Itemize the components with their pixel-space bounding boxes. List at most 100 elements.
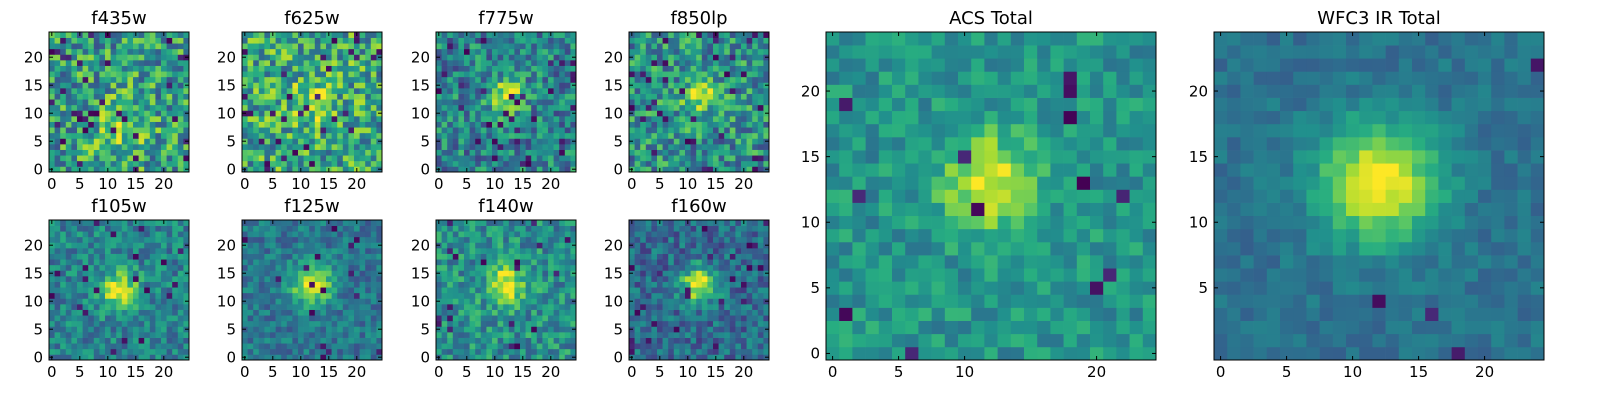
heatmap-cell — [735, 110, 742, 117]
heatmap-cell — [314, 348, 321, 355]
heatmap-cell — [149, 116, 156, 122]
heatmap-cell — [105, 276, 111, 282]
heatmap-cell — [172, 48, 179, 55]
heatmap-cell — [54, 121, 61, 128]
heatmap-cell — [452, 315, 459, 322]
heatmap-cell — [49, 264, 55, 271]
heatmap-cell — [144, 320, 151, 327]
heatmap-cell — [88, 292, 95, 299]
heatmap-cell — [247, 231, 254, 238]
heatmap-cell — [127, 292, 134, 299]
heatmap-cell — [71, 298, 78, 305]
heatmap-cell — [258, 253, 265, 260]
heatmap-cell — [177, 242, 184, 249]
heatmap-cell — [354, 309, 360, 316]
heatmap-cell — [264, 82, 271, 89]
heatmap-cell — [331, 354, 338, 361]
heatmap-cell — [713, 37, 719, 44]
heatmap-cell — [763, 76, 770, 83]
heatmap-cell — [314, 149, 321, 156]
heatmap-cell — [365, 127, 372, 134]
heatmap-cell — [640, 138, 647, 145]
heatmap-cell — [503, 281, 510, 288]
heatmap-cell — [536, 292, 543, 299]
heatmap-cell — [298, 326, 304, 333]
heatmap-cell — [645, 348, 652, 355]
heatmap-cell — [337, 160, 344, 167]
heatmap-cell — [172, 264, 179, 271]
heatmap-cell — [564, 110, 571, 117]
heatmap-cell — [548, 54, 554, 61]
heatmap-cell — [133, 149, 139, 156]
heatmap-cell — [359, 315, 366, 322]
heatmap-cell — [480, 155, 487, 162]
heatmap-cell — [320, 166, 327, 173]
heatmap-cell — [99, 110, 106, 117]
heatmap-cell — [536, 71, 543, 78]
heatmap-cell — [242, 43, 248, 50]
heatmap-cell — [570, 132, 577, 139]
heatmap-cell — [651, 343, 658, 350]
heatmap-cell — [436, 116, 442, 122]
heatmap-cell — [713, 138, 719, 145]
heatmap-cell — [668, 326, 675, 333]
heatmap-cell — [71, 343, 78, 350]
heatmap-cell — [696, 127, 703, 134]
heatmap-cell — [270, 276, 276, 282]
heatmap-cell — [183, 48, 190, 55]
heatmap-cell — [746, 65, 753, 72]
heatmap-cell — [718, 298, 725, 305]
heatmap-cell — [701, 82, 708, 89]
heatmap-cell — [99, 242, 106, 249]
heatmap-cell — [116, 149, 123, 156]
heatmap-cell — [441, 287, 448, 294]
heatmap-cell — [354, 65, 360, 72]
heatmap-cell — [701, 93, 708, 100]
heatmap-cell — [701, 304, 708, 310]
heatmap-cell — [303, 337, 310, 344]
heatmap-cell — [564, 287, 571, 294]
heatmap-cell — [536, 149, 543, 156]
heatmap-cell — [542, 155, 549, 162]
heatmap-cell — [275, 99, 282, 106]
heatmap-cell — [503, 292, 510, 299]
heatmap-cell — [752, 121, 759, 128]
heatmap-cell — [531, 166, 538, 173]
heatmap-cell — [536, 248, 543, 254]
heatmap-cell — [354, 160, 360, 167]
heatmap-cell — [469, 354, 476, 361]
heatmap-cell — [247, 48, 254, 55]
heatmap-cell — [331, 231, 338, 238]
heatmap-cell — [88, 166, 95, 173]
y-tick-label: 15 — [217, 264, 236, 282]
heatmap-cell — [116, 166, 123, 173]
heatmap-cell — [447, 99, 454, 106]
heatmap-cell — [348, 304, 355, 310]
heatmap-cell — [326, 110, 332, 117]
heatmap-cell — [707, 82, 714, 89]
heatmap-cell — [133, 253, 139, 260]
heatmap-cell — [497, 88, 504, 94]
heatmap-cell — [270, 225, 276, 232]
heatmap-cell — [475, 48, 482, 55]
heatmap-cell — [121, 242, 128, 249]
heatmap-cell — [342, 144, 349, 150]
y-tick-label: 15 — [217, 76, 236, 94]
heatmap-cell — [701, 127, 708, 134]
heatmap-cell — [93, 276, 100, 282]
heatmap-cell — [525, 116, 532, 122]
panel-title: f435w — [91, 8, 146, 29]
heatmap-cell — [662, 337, 669, 344]
heatmap-cell — [314, 264, 321, 271]
heatmap-cell — [331, 242, 338, 249]
heatmap-cell — [679, 309, 686, 316]
heatmap-cell — [679, 110, 686, 117]
heatmap-cell — [376, 160, 383, 167]
heatmap-cell — [121, 253, 128, 260]
heatmap-cell — [525, 166, 532, 173]
heatmap-cell — [253, 127, 260, 134]
heatmap-cell — [309, 236, 316, 243]
heatmap-cell — [320, 54, 327, 61]
